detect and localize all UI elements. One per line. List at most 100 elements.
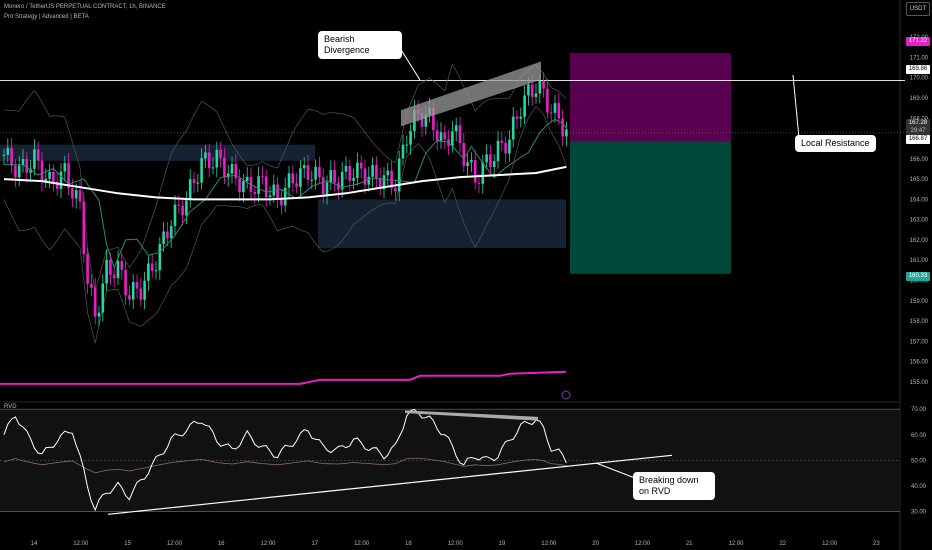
lower-band bbox=[3, 106, 567, 344]
current-price-tag: 167.28 bbox=[906, 119, 930, 128]
indicator-subtitle[interactable]: Pro Strategy | Advanced | BETA bbox=[4, 14, 89, 20]
candle bbox=[432, 107, 435, 131]
ema-line bbox=[3, 118, 567, 269]
candle bbox=[33, 149, 36, 169]
candle bbox=[211, 167, 215, 169]
candle bbox=[329, 170, 333, 183]
time-tick-label: 12:00 bbox=[728, 541, 744, 547]
candle bbox=[492, 161, 496, 168]
candle bbox=[363, 168, 367, 185]
candle bbox=[226, 173, 230, 178]
rvd-tick-label: 50.00 bbox=[911, 458, 927, 464]
candle bbox=[2, 154, 6, 156]
candle bbox=[287, 173, 291, 188]
time-tick-label: 12:00 bbox=[167, 541, 183, 547]
time-tick-label: 12:00 bbox=[448, 541, 464, 547]
breaking-line-1: Breaking down bbox=[639, 475, 699, 485]
stop-price-tag: 160.33 bbox=[906, 272, 930, 281]
candle bbox=[276, 184, 279, 199]
candle bbox=[340, 171, 344, 190]
bearish-line-2: Divergence bbox=[324, 45, 370, 55]
candle bbox=[36, 149, 40, 161]
candle bbox=[90, 283, 93, 288]
candle bbox=[181, 205, 184, 216]
price-tick-label: 155.00 bbox=[910, 380, 929, 386]
time-tick-label: 14 bbox=[31, 541, 38, 547]
candle bbox=[124, 269, 127, 296]
candle bbox=[223, 157, 226, 178]
short-target-zone bbox=[570, 52, 731, 142]
candle bbox=[105, 259, 108, 284]
candle bbox=[367, 176, 371, 185]
candle bbox=[25, 159, 29, 173]
candle bbox=[378, 178, 382, 189]
candle bbox=[500, 140, 504, 143]
bearish-line-1: Bearish bbox=[324, 34, 355, 44]
candle bbox=[557, 103, 561, 119]
price-tick-label: 166.00 bbox=[910, 157, 929, 163]
rvd-label[interactable]: RVD bbox=[4, 404, 17, 410]
rvd-tick-label: 70.00 bbox=[911, 407, 927, 413]
candle bbox=[200, 158, 203, 183]
candle bbox=[375, 164, 378, 179]
candle bbox=[55, 181, 59, 189]
candle bbox=[443, 132, 447, 140]
candle bbox=[394, 188, 397, 192]
candle bbox=[86, 254, 89, 284]
candle bbox=[29, 168, 32, 173]
upper-band bbox=[4, 63, 567, 291]
candle bbox=[71, 188, 74, 199]
candle bbox=[280, 198, 283, 206]
candle bbox=[454, 125, 458, 132]
candle bbox=[67, 163, 70, 189]
candle bbox=[489, 154, 492, 168]
rvd-tick-label: 40.00 bbox=[911, 484, 927, 490]
candle bbox=[253, 191, 257, 194]
currency-button[interactable]: USDT bbox=[906, 2, 930, 16]
candle bbox=[530, 84, 534, 97]
candle bbox=[219, 149, 222, 158]
symbol-title[interactable]: Monero / TetherUS PERPETUAL CONTRACT, 1h… bbox=[4, 4, 166, 10]
candle bbox=[78, 190, 82, 202]
divergence-channel bbox=[401, 61, 541, 127]
candle bbox=[477, 182, 481, 184]
candle bbox=[40, 160, 44, 182]
price-tick-label: 159.00 bbox=[910, 299, 929, 305]
event-marker-icon bbox=[561, 390, 571, 400]
time-tick-label: 12:00 bbox=[73, 541, 89, 547]
time-tick-label: 20 bbox=[592, 541, 599, 547]
candle bbox=[310, 179, 314, 181]
candle bbox=[192, 179, 196, 184]
rvd-tick-label: 60.00 bbox=[911, 433, 927, 439]
candle bbox=[295, 183, 298, 187]
time-tick-label: 12:00 bbox=[260, 541, 276, 547]
candle bbox=[333, 170, 336, 183]
candle bbox=[120, 260, 124, 270]
candle bbox=[546, 88, 549, 113]
candle bbox=[401, 144, 405, 159]
candle bbox=[173, 204, 177, 226]
candle bbox=[511, 116, 515, 140]
candle bbox=[63, 163, 67, 172]
candle bbox=[485, 154, 488, 163]
candle bbox=[348, 166, 352, 181]
candle bbox=[283, 187, 287, 206]
candle bbox=[565, 129, 568, 137]
candle bbox=[397, 158, 401, 192]
candle bbox=[109, 259, 112, 275]
candle bbox=[534, 93, 538, 97]
candle bbox=[356, 162, 359, 179]
candle bbox=[515, 116, 519, 119]
candle bbox=[352, 178, 355, 181]
time-tick-label: 12:00 bbox=[541, 541, 557, 547]
entry-price-tag: 166.87 bbox=[906, 135, 930, 144]
local-resistance-callout: Local Resistance bbox=[795, 135, 876, 152]
candle bbox=[215, 149, 219, 168]
supply-zone-box bbox=[0, 144, 315, 161]
candle bbox=[420, 113, 424, 127]
price-tick-label: 164.00 bbox=[910, 197, 929, 203]
candle bbox=[542, 80, 545, 89]
price-tick-label: 158.00 bbox=[910, 319, 929, 325]
candle bbox=[264, 176, 268, 197]
resistance-price-tag: 169.86 bbox=[906, 65, 930, 74]
